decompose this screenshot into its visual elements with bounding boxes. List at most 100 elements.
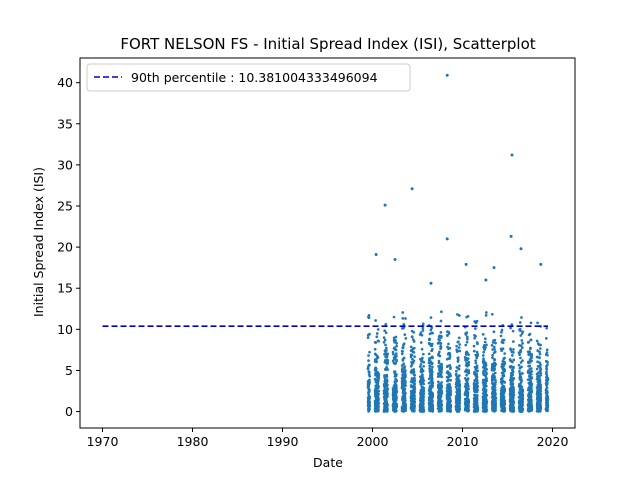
scatter-point bbox=[494, 405, 497, 409]
scatter-point bbox=[526, 378, 530, 382]
scatter-point bbox=[373, 401, 377, 404]
scatter-point bbox=[501, 374, 505, 378]
scatter-point bbox=[512, 358, 516, 362]
scatter-point bbox=[376, 328, 380, 331]
scatter-point bbox=[545, 399, 548, 403]
scatter-point bbox=[438, 334, 442, 338]
scatter-point bbox=[502, 338, 506, 342]
scatter-point bbox=[421, 329, 425, 332]
scatter-point bbox=[466, 364, 469, 368]
scatter-point bbox=[385, 365, 388, 369]
scatter-point bbox=[401, 344, 405, 347]
scatter-point bbox=[401, 398, 404, 402]
scatter-point bbox=[376, 407, 380, 411]
scatter-point bbox=[484, 377, 488, 381]
scatter-point bbox=[484, 337, 487, 341]
scatter-point bbox=[428, 398, 431, 402]
scatter-point bbox=[428, 393, 432, 397]
scatter-point bbox=[383, 407, 387, 410]
scatter-point bbox=[501, 405, 505, 409]
scatter-point bbox=[448, 364, 452, 367]
scatter-point bbox=[384, 409, 387, 413]
scatter-point bbox=[511, 329, 515, 333]
scatter-point bbox=[437, 380, 440, 384]
scatter-point bbox=[446, 401, 449, 405]
scatter-point bbox=[537, 403, 540, 406]
scatter-point bbox=[510, 377, 514, 380]
scatter-point bbox=[475, 400, 479, 404]
scatter-point bbox=[392, 361, 396, 365]
scatter-point bbox=[538, 350, 541, 354]
scatter-point bbox=[536, 396, 539, 399]
scatter-point bbox=[521, 330, 525, 334]
scatter-point bbox=[384, 397, 388, 401]
scatter-point bbox=[538, 361, 542, 365]
scatter-point bbox=[544, 359, 548, 363]
scatter-point bbox=[528, 367, 532, 371]
scatter-point bbox=[428, 407, 431, 411]
scatter-point bbox=[430, 368, 434, 371]
scatter-point bbox=[490, 406, 494, 410]
scatter-point bbox=[458, 343, 462, 346]
scatter-point bbox=[421, 386, 424, 390]
scatter-point bbox=[482, 350, 486, 354]
scatter-point bbox=[475, 404, 479, 408]
scatter-point bbox=[404, 337, 408, 340]
scatter-point bbox=[500, 330, 503, 334]
scatter-point bbox=[457, 367, 461, 371]
scatter-point bbox=[403, 366, 406, 370]
scatter-point bbox=[465, 357, 469, 360]
scatter-point bbox=[454, 372, 458, 376]
scatter-point bbox=[538, 370, 542, 373]
scatter-points bbox=[366, 73, 550, 413]
scatter-point bbox=[457, 410, 461, 413]
scatter-point bbox=[491, 356, 494, 360]
scatter-point bbox=[374, 319, 377, 322]
scatter-point bbox=[376, 402, 380, 406]
scatter-point bbox=[491, 373, 495, 376]
scatter-point bbox=[394, 408, 397, 412]
scatter-point bbox=[518, 383, 521, 386]
scatter-point bbox=[400, 377, 404, 380]
scatter-point bbox=[538, 352, 542, 356]
scatter-point bbox=[527, 394, 530, 398]
scatter-point bbox=[484, 314, 488, 317]
scatter-point bbox=[475, 385, 479, 389]
scatter-point bbox=[431, 365, 434, 369]
scatter-point bbox=[383, 329, 386, 333]
scatter-point bbox=[510, 385, 513, 388]
scatter-point bbox=[512, 409, 516, 412]
scatter-point bbox=[439, 310, 443, 314]
scatter-point bbox=[493, 361, 497, 365]
scatter-point bbox=[509, 365, 512, 368]
scatter-point bbox=[466, 398, 469, 402]
scatter-point bbox=[518, 328, 521, 332]
scatter-point bbox=[512, 376, 516, 380]
scatter-point bbox=[464, 378, 468, 382]
scatter-point bbox=[383, 386, 387, 390]
scatter-point bbox=[473, 399, 477, 402]
scatter-point bbox=[410, 368, 414, 372]
scatter-point bbox=[446, 370, 450, 373]
scatter-point bbox=[428, 337, 431, 341]
scatter-point bbox=[447, 342, 450, 346]
scatter-point bbox=[384, 346, 388, 350]
scatter-point bbox=[456, 340, 460, 344]
scatter-point bbox=[393, 388, 396, 392]
scatter-point bbox=[366, 365, 370, 369]
scatter-point bbox=[545, 372, 548, 376]
scatter-point bbox=[474, 359, 477, 363]
scatter-point bbox=[473, 370, 476, 374]
scatter-point bbox=[445, 357, 449, 361]
scatter-point bbox=[448, 346, 452, 350]
scatter-point bbox=[466, 362, 470, 366]
scatter-point bbox=[367, 393, 371, 396]
scatter-point-outlier bbox=[429, 281, 433, 285]
scatter-point bbox=[421, 322, 425, 326]
scatter-point bbox=[475, 366, 478, 369]
scatter-point bbox=[518, 370, 521, 373]
scatter-point bbox=[535, 339, 539, 343]
scatter-point bbox=[519, 334, 523, 337]
scatter-point bbox=[402, 326, 405, 330]
scatter-point bbox=[382, 384, 386, 388]
